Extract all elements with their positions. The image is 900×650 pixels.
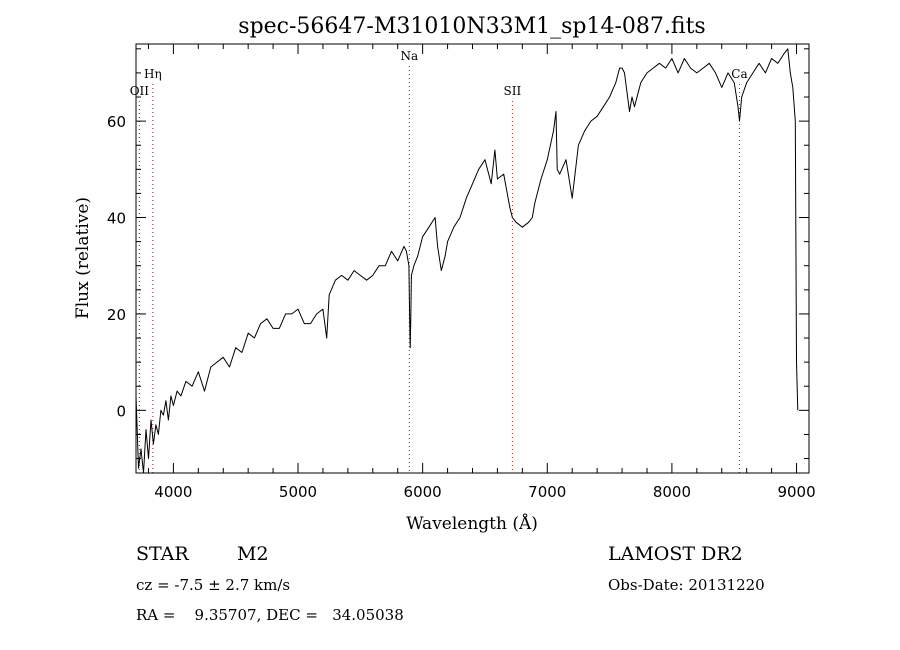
x-tick-label: 9000 xyxy=(777,483,815,501)
x-tick-label: 7000 xyxy=(528,483,566,501)
object-subclass: M2 xyxy=(237,543,269,565)
x-tick-label: 4000 xyxy=(154,483,192,501)
spectrum-series xyxy=(135,48,799,474)
y-axis-label: Flux (relative) xyxy=(73,197,93,319)
obs-date: Obs-Date: 20131220 xyxy=(608,576,765,594)
x-tick-label: 6000 xyxy=(404,483,442,501)
y-tick-label: 40 xyxy=(107,210,126,228)
spectrum-line xyxy=(135,48,799,474)
plot-frame xyxy=(135,43,810,474)
survey-label: LAMOST DR2 xyxy=(608,543,743,565)
line-markers: OII Hη Na SII Ca xyxy=(130,49,748,473)
chart-title: spec-56647-M31010N33M1_sp14-087.fits xyxy=(238,14,705,39)
line-marker-label: Na xyxy=(400,49,418,63)
line-marker-label: Ca xyxy=(731,67,747,81)
line-marker-label: SII xyxy=(504,84,522,98)
y-tick-label: 60 xyxy=(107,113,126,131)
redshift-text: cz = -7.5 ± 2.7 km/s xyxy=(136,576,290,594)
y-tick-label: 0 xyxy=(116,402,126,420)
line-marker-label: OII xyxy=(130,84,150,98)
line-marker-label: Hη xyxy=(144,67,162,81)
y-axis-ticks: 0 20 40 60 xyxy=(107,48,809,460)
x-axis-label: Wavelength (Å) xyxy=(406,513,538,534)
coordinates-text: RA = 9.35707, DEC = 34.05038 xyxy=(136,606,404,624)
x-axis-ticks: 4000 5000 6000 7000 8000 9000 xyxy=(147,44,816,501)
y-tick-label: 20 xyxy=(107,306,126,324)
x-tick-label: 8000 xyxy=(653,483,691,501)
object-class: STAR xyxy=(136,543,189,565)
x-tick-label: 5000 xyxy=(279,483,317,501)
